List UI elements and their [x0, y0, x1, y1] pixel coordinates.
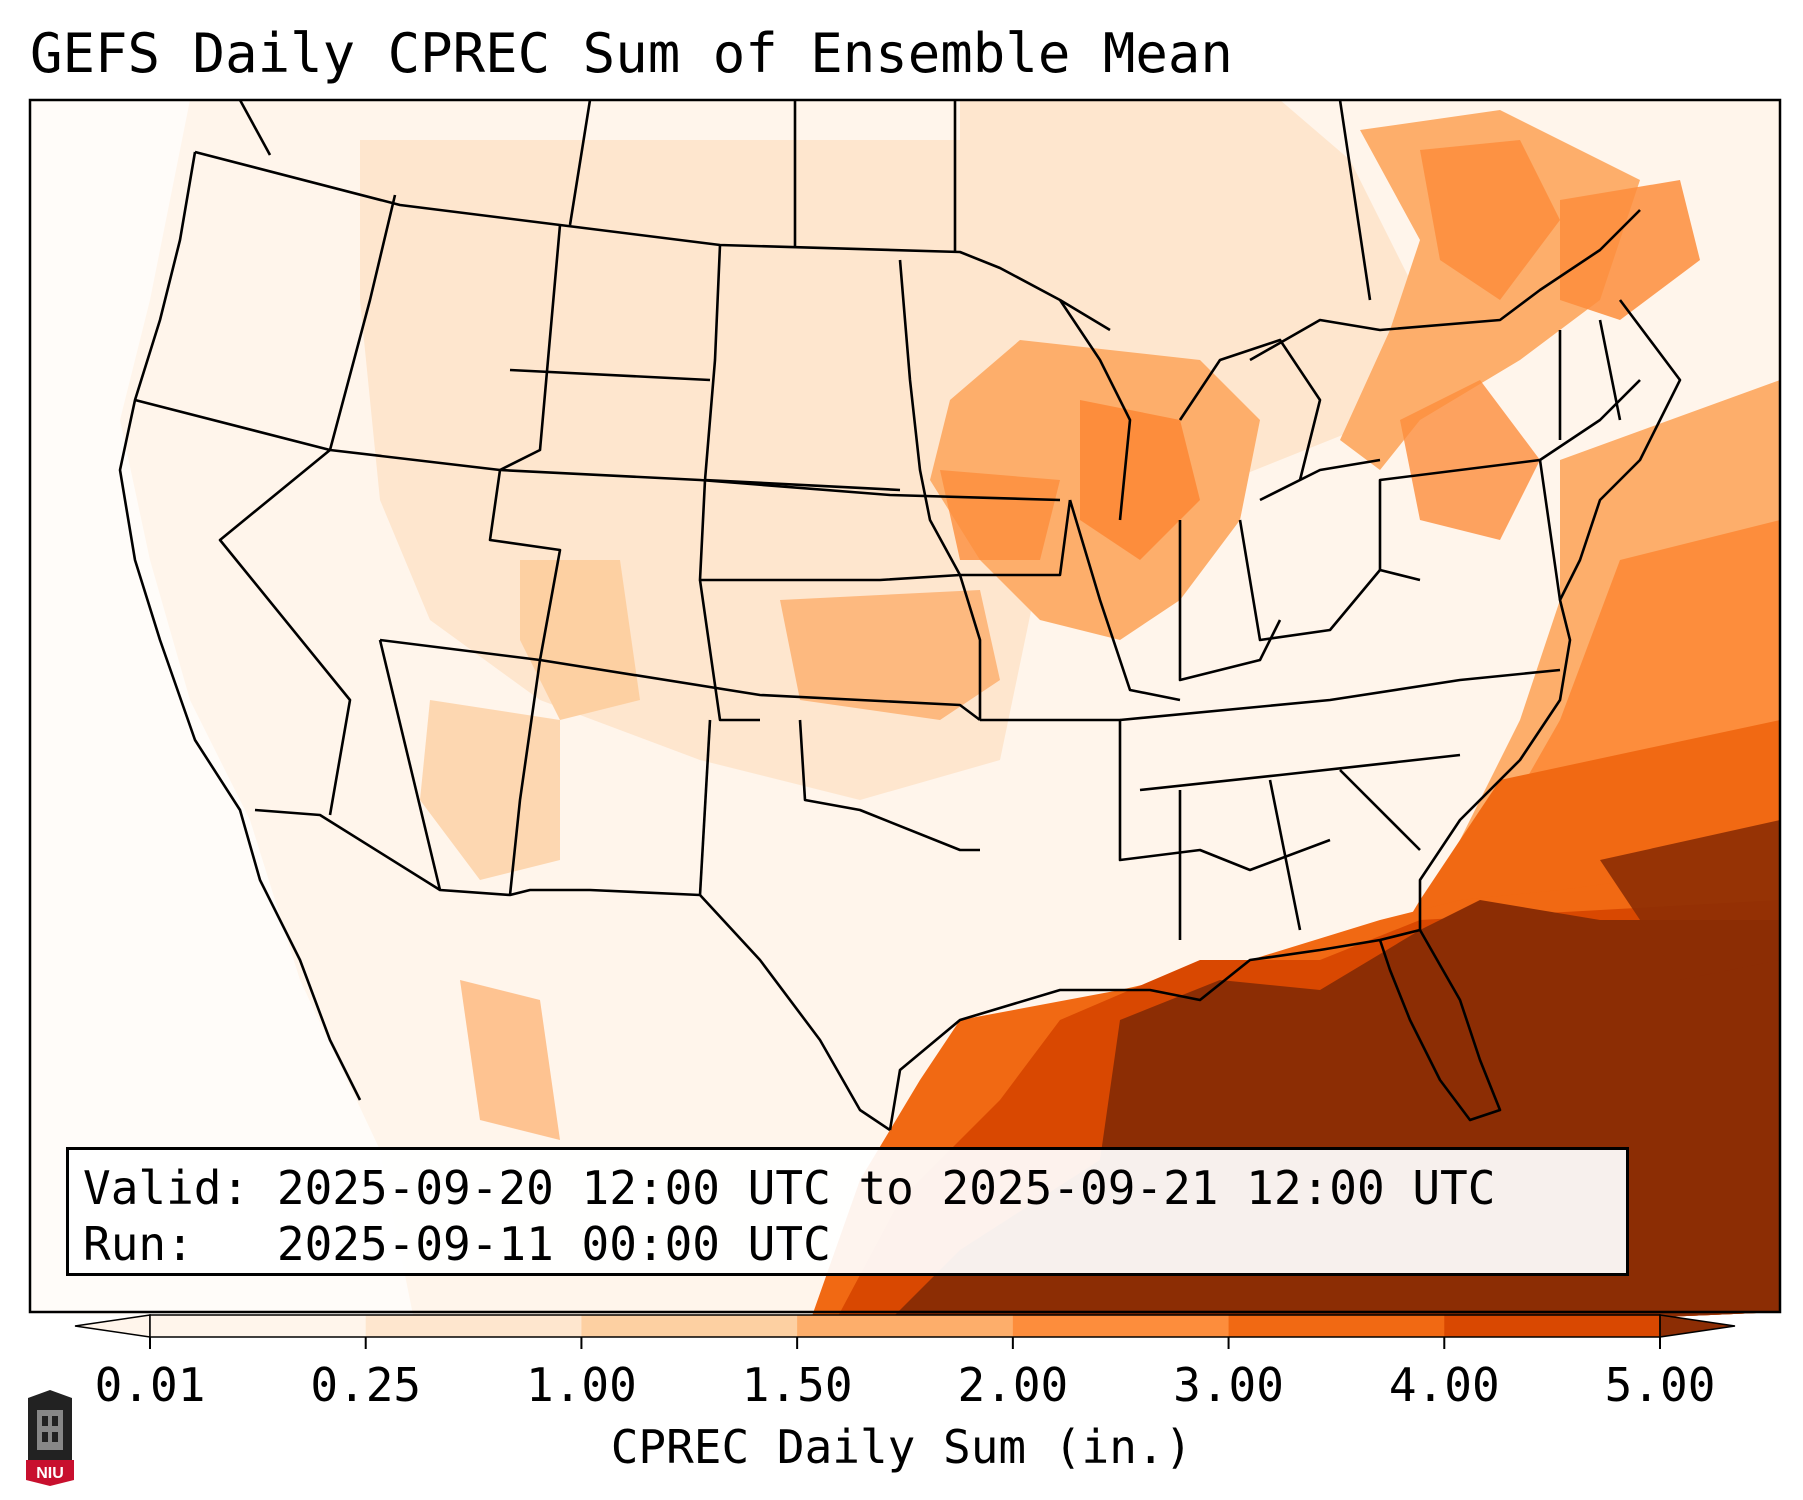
- colorbar: [74, 1314, 1736, 1349]
- niu-logo-text: NIU: [36, 1465, 64, 1482]
- run-label: Run:: [83, 1217, 194, 1271]
- colorbar-extend-low: [74, 1314, 151, 1338]
- run-text: 2025-09-11 00:00 UTC: [276, 1217, 831, 1271]
- colorbar-tick-label: 1.00: [526, 1358, 637, 1412]
- colorbar-tick-label: 5.00: [1604, 1358, 1716, 1412]
- precip-field: [30, 100, 1780, 1332]
- colorbar-label: CPREC Daily Sum (in.): [610, 1420, 1193, 1474]
- map-borders: [118, 99, 1682, 1132]
- info-box: Valid: 2025-09-20 12:00 UTC to 2025-09-2…: [66, 1147, 1629, 1276]
- colorbar-segment: [1012, 1315, 1230, 1337]
- map-title: GEFS Daily CPREC Sum of Ensemble Mean: [30, 22, 1233, 85]
- colorbar-segment: [1444, 1315, 1661, 1337]
- colorbar-tick-label: 3.00: [1173, 1358, 1284, 1412]
- colorbar-tick-label: 1.50: [741, 1358, 853, 1412]
- colorbar-segment: [797, 1315, 1014, 1337]
- colorbar-outline: [149, 1314, 1661, 1338]
- colorbar-tick-label: 2.00: [957, 1358, 1069, 1412]
- colorbar-segment: [150, 1315, 367, 1337]
- colorbar-segment: [365, 1315, 582, 1337]
- colorbar-extend-high: [1659, 1314, 1736, 1338]
- colorbar-tick-label: 0.01: [94, 1358, 206, 1412]
- colorbar-tick-label: 0.25: [310, 1358, 422, 1412]
- colorbar-tick-label: 4.00: [1388, 1358, 1500, 1412]
- colorbar-segment: [1228, 1315, 1445, 1337]
- colorbar-segment: [581, 1315, 798, 1337]
- valid-label: Valid:: [83, 1161, 250, 1215]
- niu-logo-icon: NIU: [26, 1390, 74, 1486]
- valid-text: 2025-09-20 12:00 UTC to 2025-09-21 12:00…: [276, 1161, 1496, 1215]
